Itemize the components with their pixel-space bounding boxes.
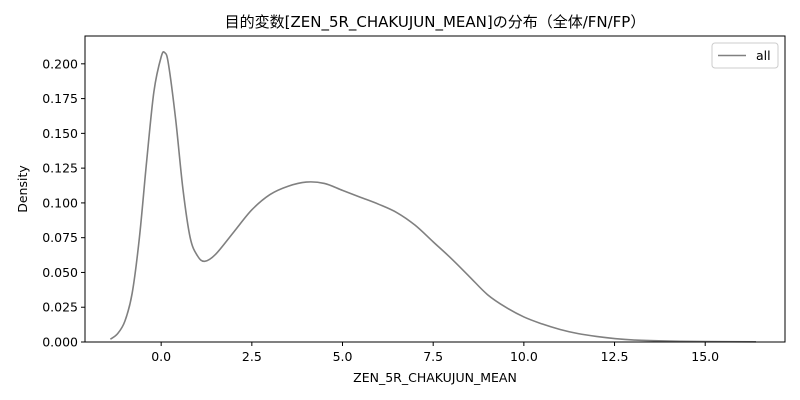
y-tick-label: 0.050	[42, 265, 78, 280]
y-axis-ticks: 0.000 0.025 0.050 0.075 0.100 0.125 0.150 0.175…	[42, 56, 85, 350]
chart-title: 目的変数[ZEN_5R_CHAKUJUN_MEAN]の分布（全体/FN/FP）	[225, 13, 646, 32]
y-tick-label: 0.175	[42, 91, 78, 106]
x-tick-label: 7.5	[423, 349, 443, 364]
y-tick-label: 0.100	[42, 195, 78, 210]
y-axis-label: Density	[15, 165, 30, 213]
series-layer	[109, 50, 756, 343]
x-axis-ticks: 0.0 2.5 5.0 7.5 10.0 12.5 15.0	[151, 342, 719, 364]
x-tick-label: 12.5	[601, 349, 629, 364]
x-tick-label: 2.5	[242, 349, 262, 364]
legend-label-all: all	[756, 48, 771, 63]
y-tick-label: 0.075	[42, 230, 78, 245]
y-tick-label: 0.025	[42, 300, 78, 315]
x-axis-label: ZEN_5R_CHAKUJUN_MEAN	[353, 370, 517, 385]
y-tick-label: 0.150	[42, 126, 78, 141]
y-tick-label: 0.200	[42, 56, 78, 71]
y-tick-label: 0.000	[42, 335, 78, 350]
legend: all	[711, 42, 779, 69]
plot-frame	[84, 35, 786, 343]
x-tick-label: 10.0	[510, 349, 538, 364]
x-tick-label: 0.0	[151, 349, 171, 364]
x-tick-label: 15.0	[691, 349, 719, 364]
y-tick-label: 0.125	[42, 161, 78, 176]
x-tick-label: 5.0	[333, 349, 353, 364]
series-line-all	[109, 50, 756, 343]
